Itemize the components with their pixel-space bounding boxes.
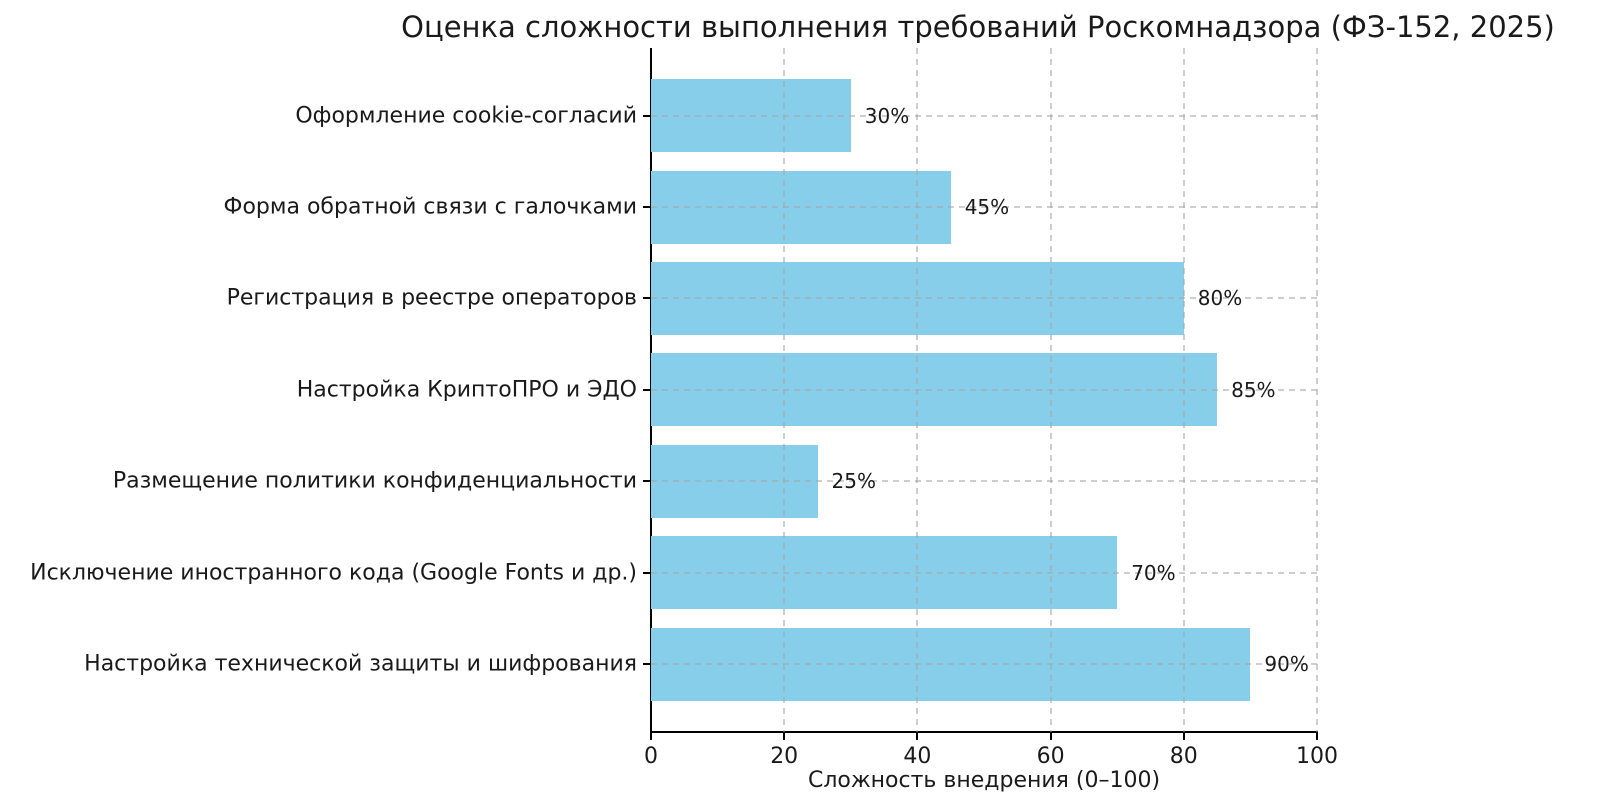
- y-tick-3: [643, 388, 651, 391]
- category-label-1: Форма обратной связи с галочками: [223, 194, 637, 220]
- category-label-0: Оформление cookie-согласий: [295, 103, 637, 129]
- y-tick-4: [643, 480, 651, 483]
- y-gridline-4: [651, 480, 1317, 483]
- x-tick-0: [650, 732, 652, 740]
- y-tick-6: [643, 663, 651, 665]
- y-gridline-2: [651, 297, 1317, 300]
- x-axis-spine: [650, 731, 1318, 733]
- y-gridline-1: [651, 206, 1317, 208]
- value-label-4: 25%: [831, 469, 876, 494]
- y-gridline-5: [651, 571, 1317, 574]
- y-gridline-0: [651, 114, 1317, 117]
- value-label-6: 90%: [1264, 652, 1309, 676]
- category-label-6: Настройка технической защиты и шифровани…: [84, 651, 637, 677]
- category-label-3: Настройка КриптоПРО и ЭДО: [296, 377, 637, 403]
- value-label-3: 85%: [1231, 377, 1276, 402]
- y-gridline-6: [651, 663, 1317, 665]
- y-tick-1: [643, 206, 651, 208]
- category-label-4: Размещение политики конфиденциальности: [112, 468, 637, 494]
- category-label-5: Исключение иностранного кода (Google Fon…: [30, 560, 637, 586]
- x-tick-20: [783, 732, 786, 740]
- value-label-1: 45%: [964, 195, 1010, 219]
- category-label-2: Регистрация в реестре операторов: [226, 285, 637, 311]
- y-tick-5: [643, 571, 651, 574]
- value-label-5: 70%: [1131, 560, 1176, 585]
- x-tick-60: [1049, 732, 1052, 740]
- y-tick-2: [643, 297, 651, 300]
- x-tick-80: [1182, 732, 1185, 740]
- x-tick-label-20: 20: [770, 744, 799, 769]
- chart-title: Оценка сложности выполнения требований Р…: [401, 10, 1555, 44]
- x-tick-40: [916, 732, 919, 740]
- y-gridline-3: [651, 388, 1317, 391]
- x-tick-100: [1316, 732, 1318, 740]
- value-label-2: 80%: [1197, 286, 1243, 311]
- x-gridline-100: [1316, 48, 1318, 732]
- x-tick-label-80: 80: [1169, 744, 1198, 769]
- value-label-0: 30%: [864, 103, 910, 128]
- x-tick-label-60: 60: [1036, 744, 1065, 769]
- y-tick-0: [643, 114, 651, 117]
- x-tick-label-40: 40: [903, 744, 932, 769]
- x-tick-label-0: 0: [644, 744, 658, 769]
- x-axis-title: Сложность внедрения (0–100): [807, 768, 1161, 793]
- x-tick-label-100: 100: [1296, 744, 1338, 769]
